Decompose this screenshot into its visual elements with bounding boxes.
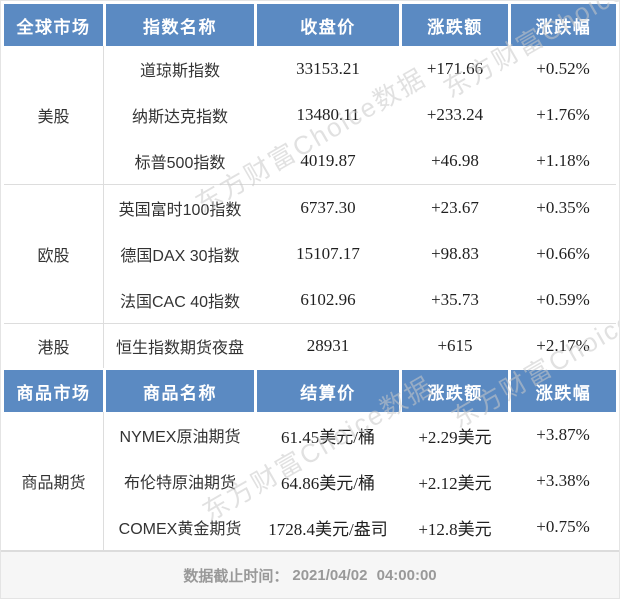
table-row: 德国DAX 30指数 15107.17 +98.83 +0.66%	[104, 231, 616, 277]
change-amount-cell: +98.83	[431, 244, 479, 263]
index-name-cell: 英国富时100指数	[118, 202, 242, 219]
column-header-commodity-name: 商品名称	[106, 370, 254, 412]
table-row: COMEX黄金期货 1728.4美元/盎司 +12.8美元 +0.75%	[104, 504, 616, 550]
close-price-cell: 4019.87	[300, 151, 356, 170]
change-percent-cell: +3.38%	[536, 471, 590, 490]
data-cutoff-label: 数据截止时间：	[183, 567, 289, 585]
commodity-table-header-row: 商品市场 商品名称 结算价 涨跌额 涨跌幅	[4, 370, 616, 412]
change-percent-cell: +0.35%	[536, 198, 590, 217]
section-rows: NYMEX原油期货 61.45美元/桶 +2.29美元 +3.87% 布伦特原油…	[104, 412, 616, 550]
index-name-cell: 德国DAX 30指数	[120, 248, 240, 265]
change-percent-cell: +0.59%	[536, 290, 590, 309]
table-row: 道琼斯指数 33153.21 +171.66 +0.52%	[104, 46, 616, 92]
table-row: 纳斯达克指数 13480.11 +233.24 +1.76%	[104, 92, 616, 138]
close-price-cell: 6102.96	[300, 290, 356, 309]
column-header-settlement-price: 结算价	[257, 370, 399, 412]
column-header-index-name: 指数名称	[106, 4, 254, 46]
change-percent-cell: +0.52%	[536, 59, 590, 78]
table-row: 法国CAC 40指数 6102.96 +35.73 +0.59%	[104, 277, 616, 323]
column-header-close-price: 收盘价	[257, 4, 399, 46]
market-group-label: 港股	[4, 324, 104, 368]
section-us-stocks: 美股 道琼斯指数 33153.21 +171.66 +0.52% 纳斯达克指数 …	[4, 46, 616, 184]
change-amount-cell: +615	[437, 336, 473, 355]
column-header-change-amount: 涨跌额	[402, 370, 508, 412]
change-percent-cell: +0.66%	[536, 244, 590, 263]
change-percent-cell: +1.18%	[536, 151, 590, 170]
section-rows: 恒生指数期货夜盘 28931 +615 +2.17%	[104, 324, 616, 368]
close-price-cell: 33153.21	[296, 59, 360, 78]
table-row: 布伦特原油期货 64.86美元/桶 +2.12美元 +3.38%	[104, 458, 616, 504]
column-header-change-percent: 涨跌幅	[511, 370, 616, 412]
index-name-cell: 法国CAC 40指数	[119, 294, 241, 311]
change-percent-cell: +3.87%	[536, 425, 590, 444]
column-header-change-percent: 涨跌幅	[511, 4, 616, 46]
commodity-name-cell: NYMEX原油期货	[119, 429, 241, 446]
market-group-label: 美股	[4, 46, 104, 184]
table-row: 英国富时100指数 6737.30 +23.67 +0.35%	[104, 185, 616, 231]
table-row: 恒生指数期货夜盘 28931 +615 +2.17%	[104, 324, 616, 368]
market-group-label: 商品期货	[4, 412, 104, 550]
change-amount-cell: +233.24	[426, 105, 484, 124]
change-amount-cell: +23.67	[431, 198, 479, 217]
change-percent-cell: +0.75%	[536, 517, 590, 536]
index-name-cell: 标普500指数	[134, 155, 226, 172]
section-commodity-futures: 商品期货 NYMEX原油期货 61.45美元/桶 +2.29美元 +3.87% …	[4, 412, 616, 550]
market-group-label: 欧股	[4, 185, 104, 323]
change-amount-cell: +12.8美元	[418, 519, 492, 539]
index-name-cell: 道琼斯指数	[139, 63, 220, 80]
data-cutoff-footer: 数据截止时间： 2021/04/02 04:00:00	[1, 550, 619, 598]
index-table-header-row: 全球市场 指数名称 收盘价 涨跌额 涨跌幅	[4, 4, 616, 46]
settlement-price-cell: 1728.4美元/盎司	[268, 519, 388, 539]
column-header-change-amount: 涨跌额	[402, 4, 508, 46]
change-amount-cell: +35.73	[431, 290, 479, 309]
data-cutoff-timestamp: 2021/04/02 04:00:00	[292, 566, 437, 584]
section-rows: 道琼斯指数 33153.21 +171.66 +0.52% 纳斯达克指数 134…	[104, 46, 616, 184]
commodity-name-cell: COMEX黄金期货	[118, 521, 242, 538]
section-rows: 英国富时100指数 6737.30 +23.67 +0.35% 德国DAX 30…	[104, 185, 616, 323]
table-row: 标普500指数 4019.87 +46.98 +1.18%	[104, 138, 616, 184]
change-amount-cell: +2.12美元	[418, 473, 492, 493]
table-row: NYMEX原油期货 61.45美元/桶 +2.29美元 +3.87%	[104, 412, 616, 458]
column-header-commodity-market: 商品市场	[4, 370, 103, 412]
change-amount-cell: +171.66	[426, 59, 484, 78]
section-europe-stocks: 欧股 英国富时100指数 6737.30 +23.67 +0.35% 德国DAX…	[4, 184, 616, 323]
change-amount-cell: +2.29美元	[418, 427, 492, 447]
section-hk-stocks: 港股 恒生指数期货夜盘 28931 +615 +2.17%	[4, 323, 616, 368]
close-price-cell: 13480.11	[296, 105, 360, 124]
close-price-cell: 28931	[306, 336, 350, 355]
change-percent-cell: +2.17%	[536, 336, 590, 355]
index-name-cell: 恒生指数期货夜盘	[115, 340, 244, 357]
close-price-cell: 15107.17	[296, 244, 360, 263]
index-name-cell: 纳斯达克指数	[131, 109, 228, 126]
column-header-global-market: 全球市场	[4, 4, 103, 46]
settlement-price-cell: 64.86美元/桶	[281, 473, 375, 493]
change-amount-cell: +46.98	[431, 151, 479, 170]
close-price-cell: 6737.30	[300, 198, 356, 217]
settlement-price-cell: 61.45美元/桶	[281, 427, 375, 447]
commodity-name-cell: 布伦特原油期货	[123, 475, 236, 492]
change-percent-cell: +1.76%	[536, 105, 590, 124]
